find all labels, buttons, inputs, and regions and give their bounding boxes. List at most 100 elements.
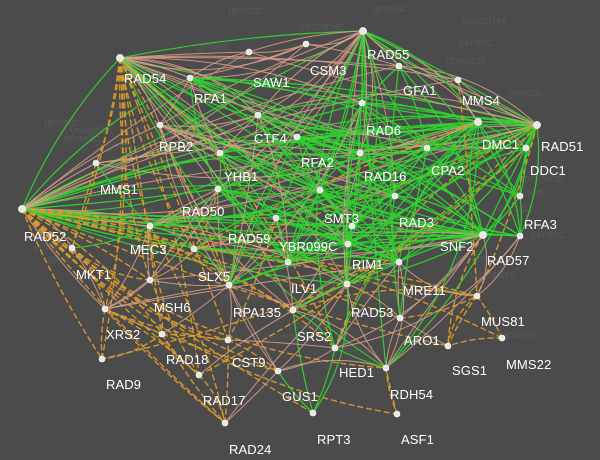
watermark-text: yeastNet: [300, 21, 343, 33]
graph-node[interactable]: [348, 222, 356, 230]
graph-node[interactable]: [309, 409, 317, 417]
graph-node[interactable]: [473, 292, 481, 300]
genetic-edge: [104, 308, 279, 372]
coexpression-edge: [296, 136, 361, 154]
graph-node[interactable]: [158, 330, 166, 338]
coexpression-edge: [362, 30, 538, 126]
coexpression-edge: [219, 152, 289, 263]
graph-node[interactable]: [395, 62, 403, 70]
genetic-edge: [334, 124, 538, 349]
edge-layer: [21, 30, 540, 424]
graph-node[interactable]: [358, 99, 366, 107]
graph-node[interactable]: [146, 276, 154, 284]
physical-edge: [104, 188, 219, 310]
graph-node[interactable]: [474, 118, 482, 126]
watermark-text: yeastNet: [34, 241, 77, 253]
graph-node[interactable]: [331, 344, 339, 352]
graph-node[interactable]: [214, 185, 222, 193]
coexpression-edge: [21, 188, 219, 210]
graph-node[interactable]: [533, 121, 541, 129]
graph-node[interactable]: [284, 258, 292, 266]
graph-node[interactable]: [216, 149, 224, 157]
physical-edge: [228, 284, 294, 311]
graph-node[interactable]: [391, 192, 399, 200]
graph-node[interactable]: [454, 76, 462, 84]
genetic-edge: [21, 208, 163, 335]
graph-node[interactable]: [395, 258, 403, 266]
graph-node[interactable]: [316, 186, 324, 194]
coexpression-edge: [21, 152, 221, 210]
watermark-text: genetic: [228, 5, 264, 17]
physical-edge: [334, 261, 400, 349]
graph-node[interactable]: [344, 240, 352, 248]
graph-node[interactable]: [522, 144, 530, 152]
graph-node[interactable]: [356, 149, 364, 157]
coexpression-edge: [351, 225, 400, 263]
graph-node[interactable]: [190, 245, 198, 253]
graph-node[interactable]: [272, 214, 280, 222]
watermark-text: genetic: [156, 281, 192, 293]
graph-node[interactable]: [146, 222, 154, 230]
graph-node[interactable]: [186, 74, 194, 82]
graph-node[interactable]: [245, 48, 253, 56]
graph-node[interactable]: [254, 111, 262, 119]
graph-node[interactable]: [225, 281, 233, 289]
physical-edge: [159, 124, 230, 286]
genetic-edge: [149, 225, 200, 376]
graph-node[interactable]: [479, 231, 487, 239]
genetic-edge: [447, 337, 503, 347]
graph-node[interactable]: [516, 232, 524, 240]
graph-node[interactable]: [224, 336, 232, 344]
coexpression-edge: [219, 152, 321, 191]
genetic-edge: [399, 295, 478, 319]
graph-node[interactable]: [382, 364, 390, 372]
physical-edge: [119, 57, 396, 197]
graph-node[interactable]: [393, 410, 401, 418]
graph-node[interactable]: [396, 314, 404, 322]
genetic-edge: [21, 208, 151, 281]
genetic-edge: [149, 279, 164, 335]
graph-node[interactable]: [92, 159, 100, 167]
physical-edge: [398, 65, 479, 123]
node-layer[interactable]: [18, 27, 541, 427]
coexpression-edge: [334, 347, 387, 369]
graph-node[interactable]: [359, 27, 367, 35]
physical-edge: [104, 279, 151, 310]
physical-edge: [149, 188, 219, 227]
graph-node[interactable]: [289, 306, 297, 314]
graph-node[interactable]: [98, 355, 106, 363]
graph-node[interactable]: [302, 40, 310, 48]
graph-node[interactable]: [195, 371, 203, 379]
graph-node[interactable]: [444, 342, 452, 350]
graph-node[interactable]: [68, 244, 76, 252]
genetic-edge: [292, 289, 478, 311]
coexpression-edge: [346, 147, 527, 285]
genetic-edge: [21, 208, 230, 286]
graph-node[interactable]: [423, 144, 431, 152]
physical-edge: [104, 225, 151, 310]
coexpression-edge: [21, 77, 191, 210]
coexpression-edge: [21, 208, 353, 227]
graph-node[interactable]: [18, 205, 26, 213]
coexpression-edge: [21, 208, 348, 285]
physical-edge: [224, 283, 348, 424]
graph-node[interactable]: [343, 280, 351, 288]
graph-node[interactable]: [498, 334, 506, 342]
physical-edge: [95, 121, 479, 179]
genetic-edge: [224, 339, 229, 424]
graph-node[interactable]: [156, 121, 164, 129]
watermark-text: genetic: [458, 37, 494, 49]
genetic-edge: [198, 374, 226, 424]
coexpression-edge: [217, 188, 484, 236]
graph-node[interactable]: [116, 54, 124, 62]
graph-node[interactable]: [101, 305, 109, 313]
graph-node[interactable]: [516, 192, 524, 200]
graph-node[interactable]: [274, 367, 282, 375]
coexpression-edge: [292, 283, 348, 311]
coexpression-edge: [71, 225, 151, 249]
graph-node[interactable]: [293, 133, 301, 141]
physical-edge: [292, 261, 400, 311]
coexpression-edge: [149, 225, 195, 250]
graph-node[interactable]: [221, 419, 229, 427]
